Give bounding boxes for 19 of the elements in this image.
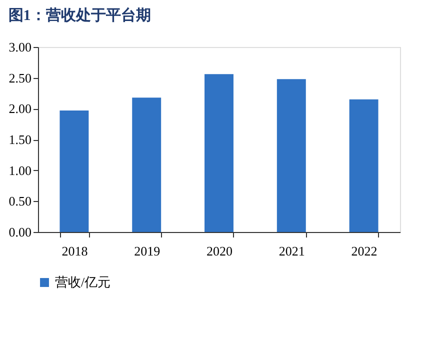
y-tick-label: 0.50 xyxy=(8,194,32,209)
y-tick-label: 1.50 xyxy=(8,132,32,147)
y-tick-label: 2.00 xyxy=(8,101,32,116)
bar xyxy=(132,98,162,232)
x-tick-label: 2019 xyxy=(134,244,160,258)
x-tick-label: 2018 xyxy=(62,244,88,258)
bar xyxy=(276,79,306,232)
x-tick-label: 2022 xyxy=(351,244,378,258)
bar xyxy=(60,110,89,232)
y-tick-label: 2.50 xyxy=(8,70,32,86)
y-tick-label: 3.00 xyxy=(8,40,32,54)
legend-label: 营收/亿元 xyxy=(55,274,111,290)
bar xyxy=(204,74,234,232)
y-tick-label: 0.00 xyxy=(8,224,32,240)
bar xyxy=(349,99,378,232)
chart-title: 图1：营收处于平台期 xyxy=(8,7,151,24)
y-tick-label: 1.00 xyxy=(8,162,32,178)
x-tick-label: 2021 xyxy=(278,244,305,258)
x-tick-label: 2020 xyxy=(206,244,232,258)
